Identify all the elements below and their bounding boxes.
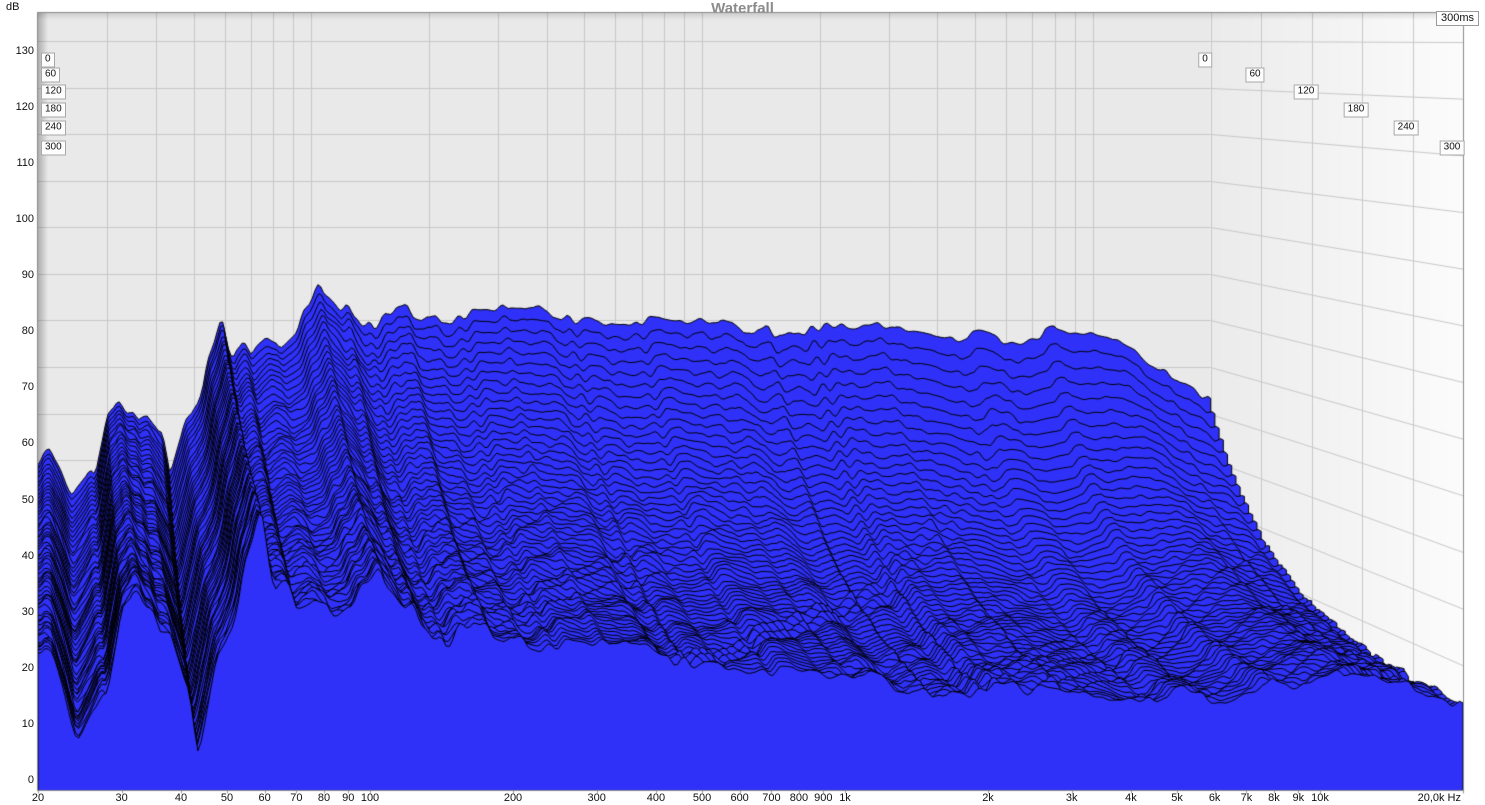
y-axis-unit-label: dB [6, 1, 20, 13]
time-slice-label-right: 0 [1198, 52, 1212, 68]
y-axis-tick-label: 40 [21, 549, 34, 562]
x-axis-tick-label: 50 [220, 792, 234, 804]
x-axis-tick-label: 70 [290, 792, 303, 804]
x-axis-tick-label: 400 [646, 792, 666, 804]
x-axis-tick-label: 60 [258, 792, 271, 804]
time-slice-label-left: 300 [41, 140, 66, 156]
time-slice-label-right: 240 [1393, 120, 1419, 136]
time-window-badge: 300ms [1435, 11, 1479, 26]
x-axis-tick-label: 20 [31, 792, 45, 804]
time-slice-label-right: 300 [1439, 140, 1465, 156]
x-axis-tick-label: 6k [1208, 792, 1221, 804]
x-axis-tick-label: 100 [360, 792, 380, 804]
x-axis-tick-label: 20,0k Hz [1417, 792, 1461, 804]
y-axis-tick-label: 100 [15, 213, 34, 226]
x-axis-tick-label: 8k [1268, 792, 1280, 804]
x-axis-tick-label: 300 [587, 792, 606, 804]
x-axis-tick-label: 4k [1125, 792, 1137, 804]
x-axis-tick-label: 30 [115, 792, 128, 804]
time-slice-label-right: 120 [1293, 84, 1319, 100]
x-axis-tick-label: 500 [692, 792, 712, 804]
time-slice-label-left: 180 [41, 102, 66, 118]
y-axis-tick-label: 50 [21, 493, 34, 506]
x-axis-tick-label: 10k [1311, 792, 1329, 804]
x-axis-tick-label: 7k [1240, 792, 1253, 804]
x-axis-tick-label: 800 [789, 792, 809, 804]
time-slice-label-left: 0 [41, 52, 55, 68]
time-slice-label-right: 180 [1343, 102, 1369, 118]
time-slice-label-left: 120 [41, 84, 66, 100]
y-axis-tick-label: 120 [15, 101, 34, 114]
y-axis-tick-label: 70 [21, 381, 34, 394]
x-axis-tick-label: 200 [503, 792, 523, 804]
x-axis-tick-label: 1k [839, 792, 851, 804]
x-axis-tick-label: 2k [982, 792, 994, 804]
time-slice-label-right: 60 [1245, 67, 1265, 83]
x-axis-tick-label: 9k [1292, 792, 1305, 804]
time-slice-label-left: 240 [41, 120, 66, 136]
y-axis-tick-label: 90 [21, 269, 34, 282]
x-axis-tick-label: 90 [342, 792, 355, 804]
y-axis-tick-label: 130 [15, 45, 34, 57]
x-axis-tick-label: 700 [762, 792, 781, 804]
x-axis-tick-label: 900 [814, 792, 833, 804]
y-axis-tick-label: 80 [21, 325, 34, 338]
time-slice-label-left: 60 [41, 67, 61, 83]
y-axis-tick-label: 30 [21, 605, 34, 618]
y-axis-tick-label: 10 [21, 717, 34, 730]
y-axis-tick-label: 20 [21, 661, 34, 674]
y-axis-tick-label: 60 [21, 437, 34, 450]
x-axis-tick-label: 600 [730, 792, 749, 804]
x-axis-tick-label: 40 [174, 792, 188, 804]
y-axis-tick-label: 0 [27, 773, 34, 786]
x-axis-tick-label: 3k [1065, 792, 1078, 804]
x-axis-tick-label: 5k [1171, 792, 1183, 804]
y-axis-tick-label: 110 [16, 157, 34, 170]
x-axis-tick-label: 80 [317, 792, 331, 804]
